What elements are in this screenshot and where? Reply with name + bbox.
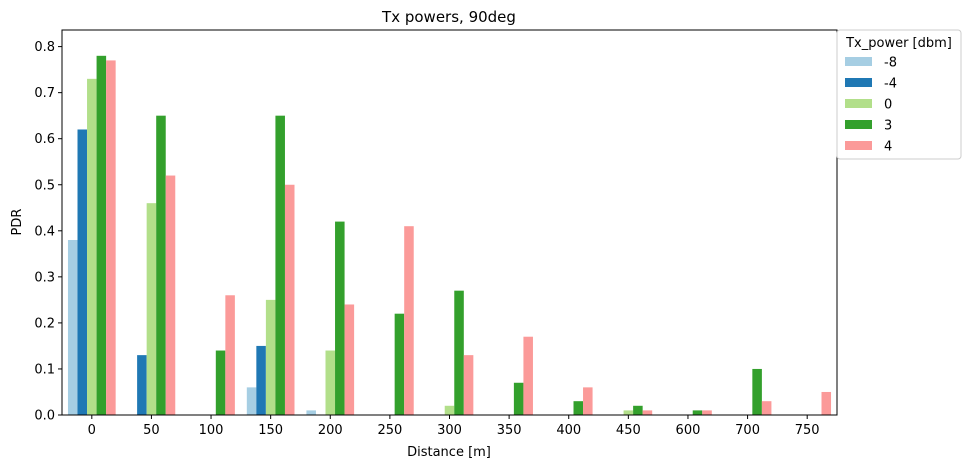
x-tick-label: 0 <box>88 423 96 438</box>
bar-4-at-0 <box>106 60 116 415</box>
bar-4-at-350 <box>523 336 533 415</box>
chart-title: Tx powers, 90deg <box>381 8 516 26</box>
bar-3-at-100 <box>215 350 226 415</box>
bar-0-at-200 <box>325 350 336 415</box>
x-tick-label: 100 <box>199 423 224 438</box>
legend-label-3: 3 <box>884 119 892 134</box>
bar-3-at-600 <box>692 410 703 415</box>
bar-3-at-50 <box>156 115 166 416</box>
x-tick-label: 700 <box>735 423 760 438</box>
legend-swatch-0 <box>845 99 872 108</box>
y-tick-label: 0.3 <box>34 270 55 285</box>
bar-4-at-100 <box>225 295 235 415</box>
x-tick-label: 200 <box>318 423 343 438</box>
plot-frame <box>61 29 838 416</box>
bar-4-at-400 <box>583 387 593 415</box>
bar-4-at-750 <box>821 391 832 415</box>
bar-0-at-150 <box>265 299 276 415</box>
bar-4-at-600 <box>702 410 712 415</box>
bar-4-at-50 <box>165 175 176 415</box>
x-tick-label: 400 <box>556 423 581 438</box>
bar-3-at-250 <box>394 313 405 415</box>
legend-title: Tx_power [dbm] <box>845 36 952 51</box>
bar-4-at-700 <box>761 401 772 415</box>
bar-3-at-0 <box>96 55 107 416</box>
x-tick-label: 350 <box>497 423 522 438</box>
bar-3-at-150 <box>275 115 285 416</box>
legend-label--8: -8 <box>884 56 897 71</box>
y-tick-label: 0.0 <box>34 409 55 424</box>
bar-0-at-0 <box>87 78 97 416</box>
bar--4-at-150 <box>256 345 266 415</box>
y-tick-label: 0.5 <box>34 178 55 193</box>
bar-0-at-450 <box>623 410 634 415</box>
x-tick-label: 300 <box>437 423 462 438</box>
bar-4-at-150 <box>284 184 295 415</box>
bar--8-at-150 <box>246 387 257 415</box>
bar--8-at-200 <box>306 410 316 415</box>
legend-swatch-3 <box>845 120 872 129</box>
x-axis-title: Distance [m] <box>407 445 491 460</box>
x-tick-label: 450 <box>616 423 641 438</box>
x-tick-label: 600 <box>676 423 701 438</box>
x-axis: 0 50 100 150 200 250 300 350 400 450 600 700 750 <box>88 415 820 438</box>
bar-4-at-300 <box>463 355 474 415</box>
x-tick-label: 150 <box>258 423 283 438</box>
legend: Tx_power [dbm] -8 -4 0 3 4 <box>836 29 962 160</box>
bar-3-at-450 <box>633 405 643 415</box>
bar-3-at-700 <box>752 368 762 415</box>
legend-label-4: 4 <box>884 140 892 155</box>
bar-4-at-200 <box>344 304 355 415</box>
y-tick-label: 0.7 <box>34 86 55 101</box>
legend-label--4: -4 <box>884 77 897 92</box>
y-axis: 0.0 0.1 0.2 0.3 0.4 0.5 0.6 0.7 0.8 <box>34 40 62 424</box>
x-tick-label: 250 <box>377 423 402 438</box>
y-tick-label: 0.2 <box>34 316 55 331</box>
x-tick-label: 50 <box>143 423 160 438</box>
bar-3-at-300 <box>454 290 464 415</box>
legend-swatch--8 <box>845 57 872 66</box>
bar--4-at-50 <box>137 355 147 415</box>
bar-3-at-200 <box>335 221 345 415</box>
bar-3-at-350 <box>513 382 524 415</box>
y-tick-label: 0.1 <box>34 362 55 377</box>
bar-0-at-50 <box>146 203 157 415</box>
legend-label-0: 0 <box>884 98 892 113</box>
bar-3-at-400 <box>573 401 584 415</box>
bar-0-at-300 <box>444 405 455 415</box>
legend-swatch-4 <box>845 141 872 150</box>
y-tick-label: 0.8 <box>34 40 55 55</box>
bar-4-at-450 <box>642 410 653 415</box>
y-tick-label: 0.6 <box>34 132 55 147</box>
y-tick-label: 0.4 <box>34 224 55 239</box>
legend-swatch--4 <box>845 78 872 87</box>
bar-4-at-250 <box>404 226 414 415</box>
plot-area <box>67 55 832 416</box>
bar--8-at-0 <box>67 240 78 415</box>
x-tick-label: 750 <box>795 423 820 438</box>
bar--4-at-0 <box>77 129 88 416</box>
y-axis-title: PDR <box>10 209 25 236</box>
